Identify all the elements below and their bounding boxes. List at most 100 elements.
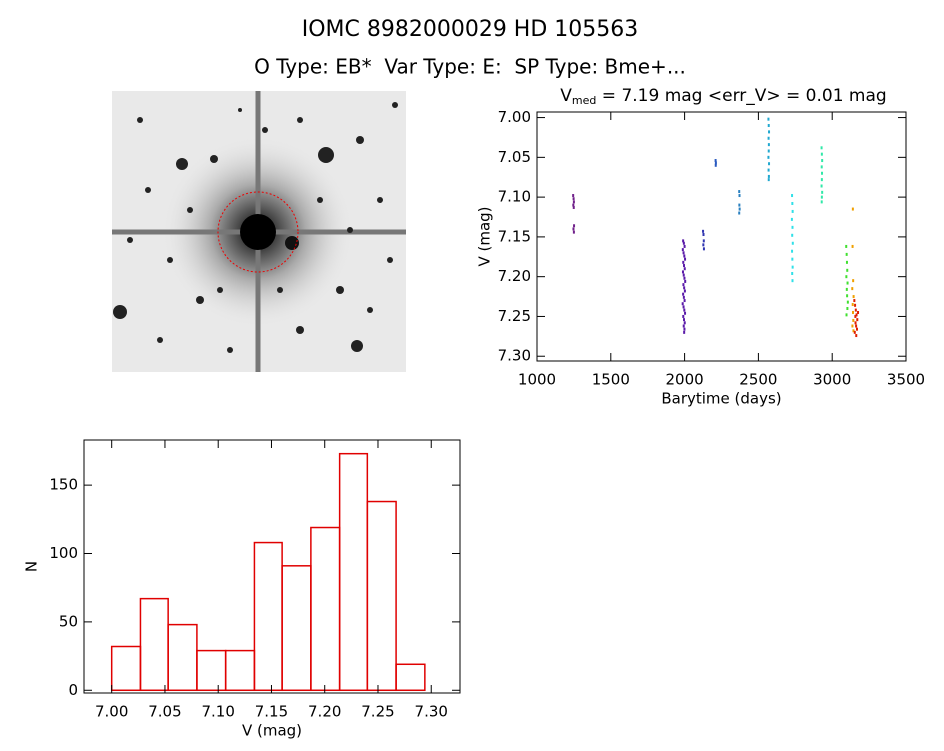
data-point bbox=[851, 287, 854, 291]
data-point bbox=[684, 311, 687, 315]
data-point bbox=[791, 249, 794, 253]
y-tick-label: 0 bbox=[68, 681, 78, 699]
histogram-bar bbox=[366, 500, 397, 692]
histogram-bar bbox=[281, 565, 312, 692]
data-point bbox=[767, 143, 770, 147]
data-point bbox=[791, 257, 794, 261]
y-tick-label: 100 bbox=[49, 544, 78, 562]
x-tick-label: 1000 bbox=[518, 371, 556, 389]
page-subtitle: O Type: EB* Var Type: E: SP Type: Bme+..… bbox=[254, 55, 686, 79]
data-point bbox=[682, 283, 685, 287]
y-tick-label: 50 bbox=[59, 612, 78, 630]
data-point bbox=[854, 303, 857, 307]
data-point bbox=[845, 244, 848, 248]
y-tick-label: 7.10 bbox=[498, 188, 531, 206]
data-point bbox=[820, 200, 823, 204]
data-point bbox=[791, 194, 794, 198]
data-point bbox=[855, 313, 858, 317]
data-point bbox=[738, 211, 741, 215]
data-point bbox=[791, 201, 794, 205]
data-point bbox=[683, 327, 686, 331]
data-point bbox=[845, 252, 848, 256]
data-point bbox=[845, 260, 848, 264]
data-point bbox=[572, 205, 575, 209]
y-tick-label: 7.05 bbox=[498, 148, 531, 166]
data-point bbox=[852, 318, 855, 322]
data-point bbox=[684, 257, 687, 261]
data-point bbox=[683, 289, 686, 293]
data-point bbox=[683, 308, 686, 312]
data-point bbox=[573, 224, 576, 228]
data-point bbox=[682, 260, 685, 264]
data-point bbox=[683, 244, 686, 248]
x-tick-label: 7.25 bbox=[361, 703, 394, 721]
y-axis-label: V (mag) bbox=[476, 206, 494, 266]
data-point bbox=[851, 303, 854, 307]
data-point bbox=[768, 162, 771, 166]
data-point bbox=[854, 321, 857, 325]
data-point bbox=[683, 254, 686, 258]
data-point bbox=[572, 200, 575, 204]
data-point bbox=[682, 239, 685, 243]
data-point bbox=[681, 302, 684, 306]
data-point bbox=[820, 146, 823, 150]
data-point bbox=[682, 251, 685, 255]
x-tick-label: 7.10 bbox=[202, 703, 235, 721]
data-point bbox=[820, 195, 823, 199]
data-point bbox=[767, 178, 770, 182]
data-point bbox=[791, 271, 794, 275]
data-point bbox=[791, 233, 794, 237]
data-point bbox=[845, 275, 848, 279]
data-point bbox=[767, 174, 770, 178]
data-point bbox=[821, 171, 824, 175]
data-point bbox=[820, 178, 823, 182]
data-point bbox=[572, 197, 575, 201]
data-point bbox=[791, 241, 794, 245]
data-point bbox=[856, 318, 859, 322]
data-point bbox=[846, 300, 849, 304]
data-point bbox=[683, 264, 686, 268]
data-point bbox=[738, 190, 741, 194]
data-point bbox=[682, 273, 685, 277]
data-point bbox=[767, 117, 770, 121]
data-point bbox=[852, 329, 855, 333]
data-point bbox=[855, 334, 858, 338]
data-point bbox=[853, 330, 856, 334]
data-point bbox=[682, 292, 685, 296]
data-point bbox=[682, 314, 685, 318]
data-point bbox=[684, 279, 687, 283]
data-point bbox=[714, 159, 717, 163]
x-tick-label: 3500 bbox=[887, 371, 925, 389]
data-point bbox=[820, 184, 823, 188]
histogram-bar bbox=[167, 623, 198, 692]
data-point bbox=[683, 286, 686, 290]
data-point bbox=[702, 229, 705, 233]
data-point bbox=[714, 161, 717, 165]
data-point bbox=[683, 318, 686, 322]
data-point bbox=[767, 149, 770, 153]
data-point bbox=[738, 207, 741, 211]
x-axis-label: V (mag) bbox=[242, 722, 302, 740]
x-tick-label: 2000 bbox=[666, 371, 704, 389]
y-axis-label: N bbox=[23, 561, 41, 572]
data-point bbox=[791, 209, 794, 213]
chart-title: Vmed = 7.19 mag <err_V> = 0.01 mag bbox=[560, 86, 886, 107]
data-point bbox=[855, 324, 858, 328]
chart-title-part: med bbox=[572, 94, 596, 107]
data-point bbox=[767, 136, 770, 140]
x-tick-label: 7.00 bbox=[95, 703, 128, 721]
data-point bbox=[851, 207, 854, 211]
data-point bbox=[572, 227, 575, 231]
data-point bbox=[738, 194, 741, 198]
data-point bbox=[572, 194, 575, 198]
data-point bbox=[852, 310, 855, 314]
data-point bbox=[821, 159, 824, 163]
data-point bbox=[682, 241, 685, 245]
data-point bbox=[682, 305, 685, 309]
data-point bbox=[714, 163, 717, 167]
x-tick-label: 7.15 bbox=[255, 703, 288, 721]
data-point bbox=[791, 265, 794, 269]
x-tick-label: 7.30 bbox=[415, 703, 448, 721]
x-tick-label: 2500 bbox=[739, 371, 777, 389]
data-point bbox=[820, 165, 823, 169]
